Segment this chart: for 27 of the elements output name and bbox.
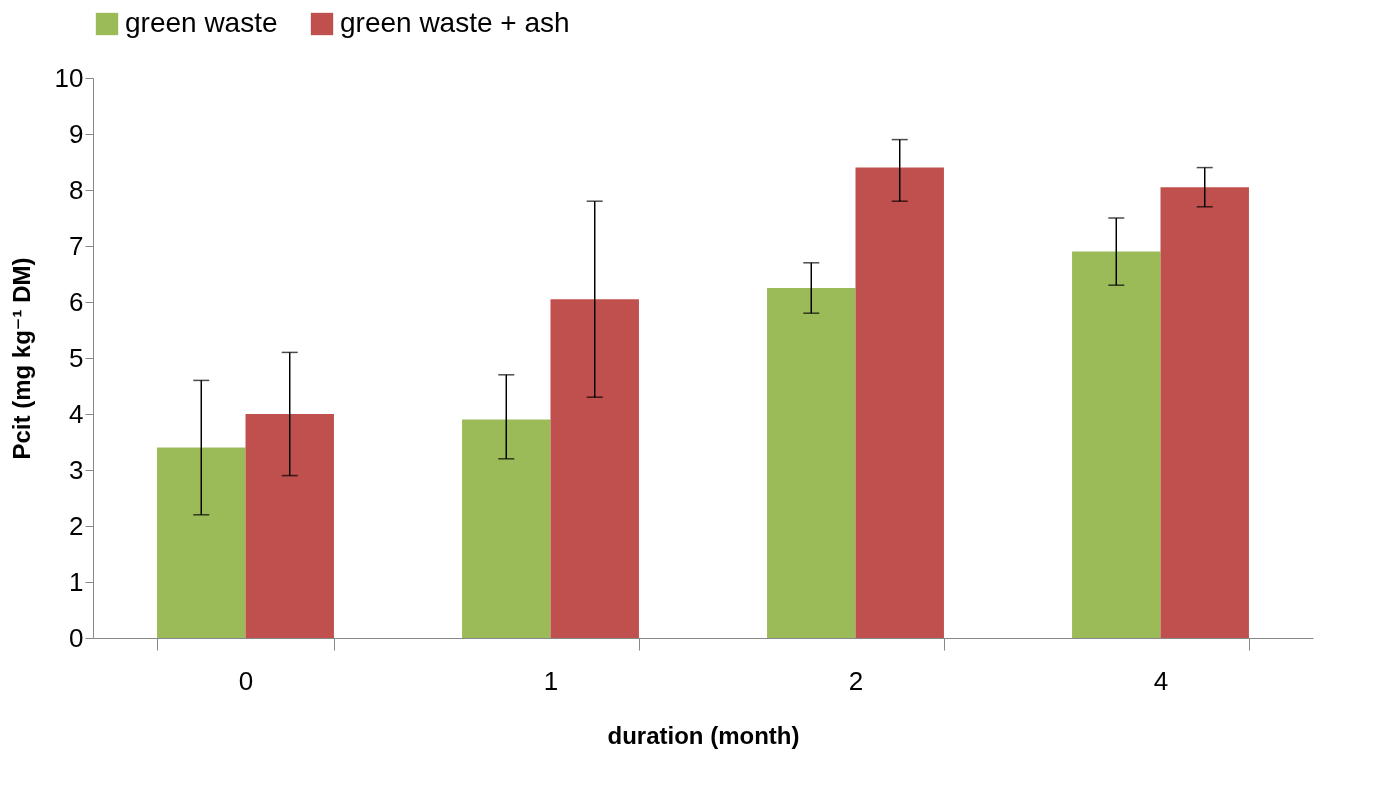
y-axis-title: Pcit (mg kg⁻¹ DM) bbox=[7, 257, 35, 460]
y-tick-label: 1 bbox=[69, 566, 84, 597]
x-tick-label: 4 bbox=[1153, 665, 1169, 696]
y-tick-label: 4 bbox=[69, 398, 84, 429]
legend-label: green waste + ash bbox=[340, 7, 570, 38]
bar bbox=[1160, 187, 1249, 638]
x-tick-label: 2 bbox=[848, 665, 864, 696]
bar bbox=[855, 167, 944, 638]
y-tick-label: 8 bbox=[69, 174, 84, 205]
bar bbox=[157, 447, 246, 638]
bar bbox=[767, 288, 856, 638]
y-tick-label: 3 bbox=[69, 454, 84, 485]
bar bbox=[550, 299, 639, 638]
y-tick-label: 9 bbox=[69, 118, 84, 149]
y-tick-label: 2 bbox=[69, 510, 84, 541]
y-tick-label: 10 bbox=[54, 62, 84, 93]
y-tick-label: 5 bbox=[69, 342, 84, 373]
x-axis-title: duration (month) bbox=[607, 721, 800, 749]
y-tick-label: 0 bbox=[69, 622, 84, 653]
bar bbox=[1072, 251, 1161, 638]
legend-label: green waste bbox=[125, 7, 278, 38]
x-tick-label: 0 bbox=[238, 665, 254, 696]
bar bbox=[245, 414, 334, 638]
x-tick-label: 1 bbox=[543, 665, 559, 696]
y-tick-label: 6 bbox=[69, 286, 84, 317]
bar bbox=[462, 419, 551, 638]
y-tick-label: 7 bbox=[69, 230, 84, 261]
